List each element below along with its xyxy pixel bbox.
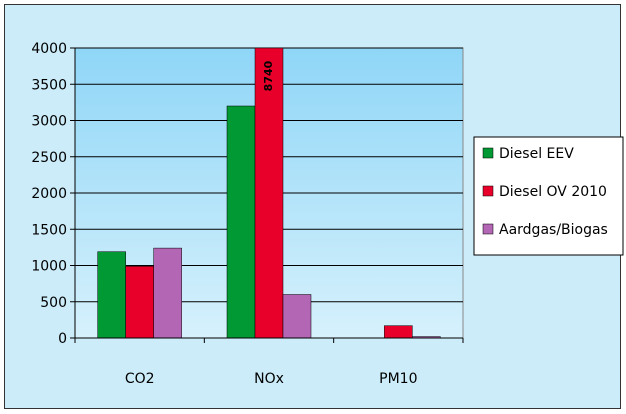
legend-label-diesel-eev: Diesel EEV: [499, 146, 574, 162]
y-tick-label: 3500: [31, 77, 67, 93]
y-tick-label: 500: [40, 295, 67, 311]
bar: [254, 47, 284, 339]
y-tick-label: 1500: [31, 222, 67, 238]
legend-swatch-diesel-ov-2010: [482, 185, 494, 197]
labels: 0 500 1000 1500 2000 2500 3000 3500 4000 CO2 NOx PM…: [31, 41, 417, 387]
x-tick-label: NOx: [254, 371, 284, 387]
bar: [153, 247, 182, 339]
y-tick-label: 3000: [31, 114, 67, 130]
legend-swatch-diesel-eev: [482, 147, 494, 159]
bar: [97, 251, 126, 339]
legend-box: [473, 136, 624, 256]
y-tick-label: 1000: [31, 259, 67, 275]
y-tick-label: 2000: [31, 186, 67, 202]
y-tick-label: 4000: [31, 41, 67, 57]
legend: Diesel EEV Diesel OV 2010 Aardgas/Biogas: [473, 136, 624, 256]
y-tick-label: 2500: [31, 150, 67, 166]
axes: [70, 47, 464, 343]
legend-label-aardgas-biogas: Aardgas/Biogas: [499, 222, 608, 238]
legend-label-diesel-ov-2010: Diesel OV 2010: [499, 184, 607, 200]
data-label: 8740: [262, 60, 275, 91]
y-tick-label: 0: [58, 331, 67, 347]
bar: [125, 265, 154, 339]
bar: [226, 105, 256, 339]
x-tick-label: CO2: [125, 371, 155, 387]
x-tick-label: PM10: [379, 371, 417, 387]
legend-swatch-aardgas-biogas: [482, 223, 494, 235]
bar: [282, 294, 312, 339]
bars: [97, 47, 441, 339]
bar: [384, 325, 413, 339]
